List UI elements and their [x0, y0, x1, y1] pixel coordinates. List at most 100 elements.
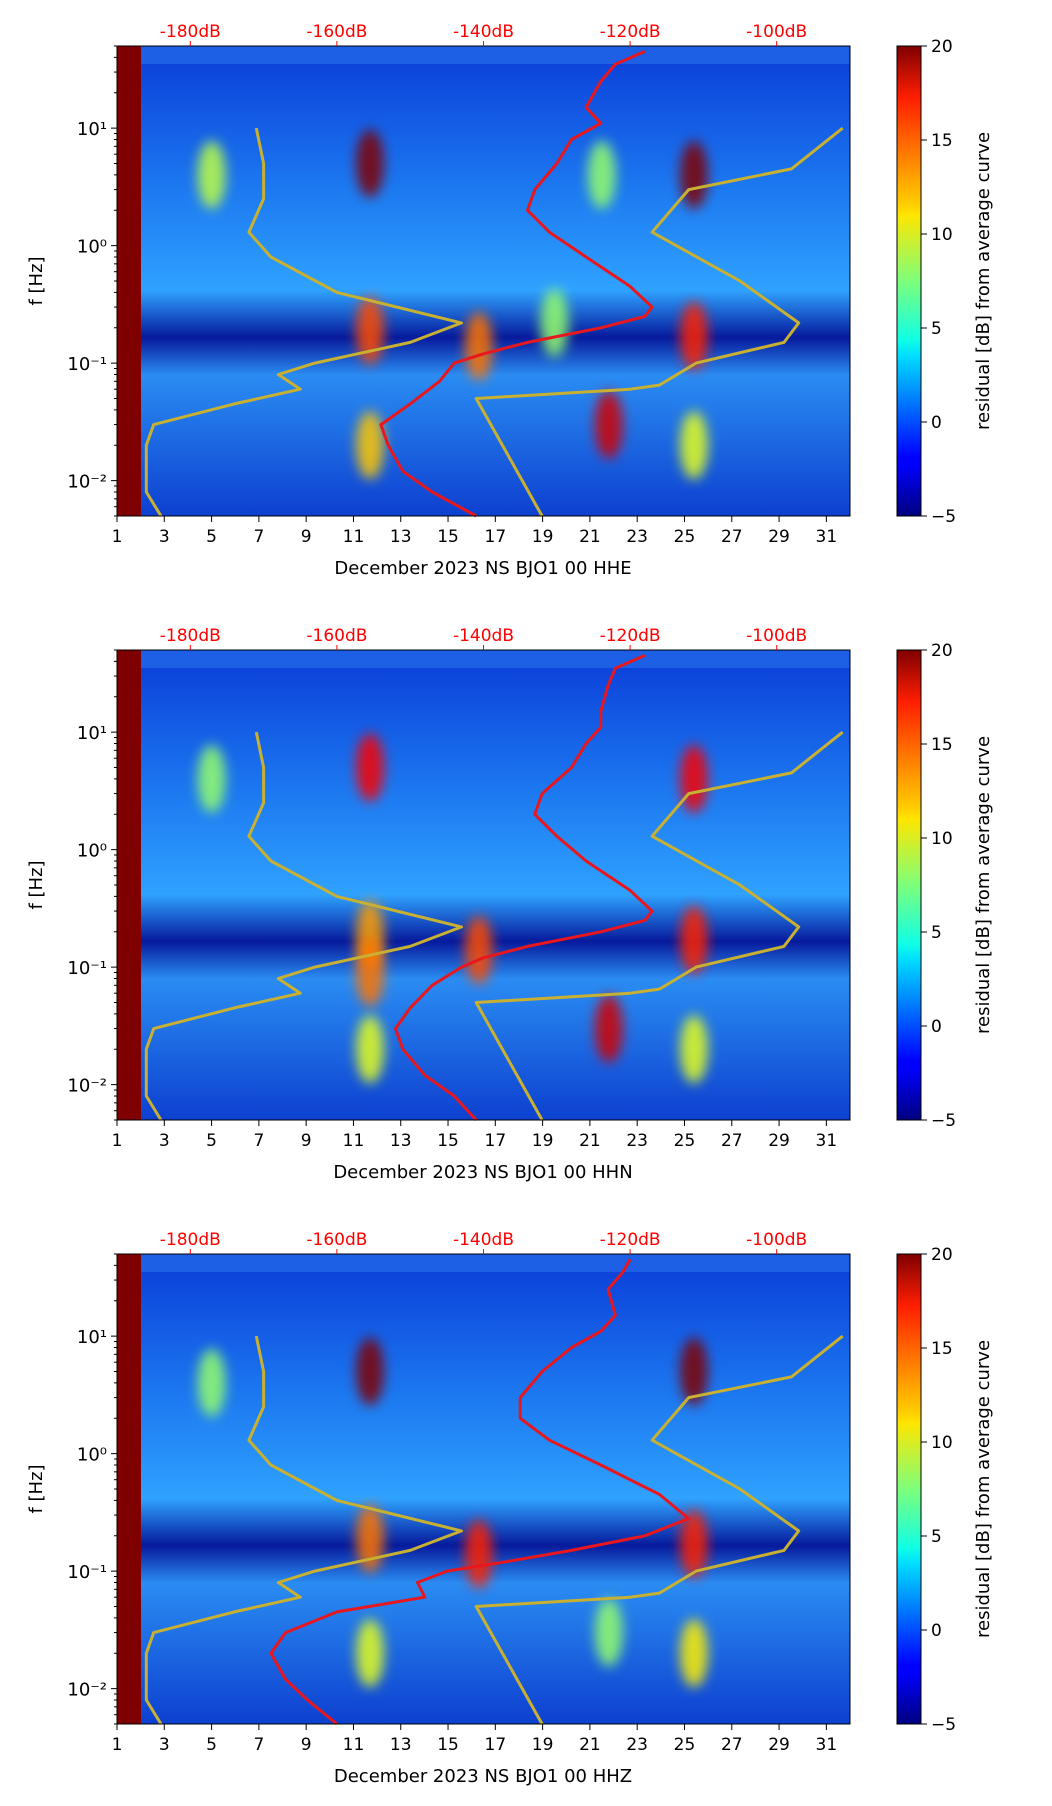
heat-blob — [679, 906, 708, 975]
colorbar-tick-label: 10 — [931, 829, 953, 849]
x-tick-label: 23 — [626, 1735, 648, 1755]
spectrogram-background — [117, 1254, 850, 1724]
x-tick-label: 27 — [721, 1131, 743, 1151]
colorbar: −5 0 5 10 15 20 residual [dB] from average cu… — [896, 37, 994, 527]
colorbar-tick-label: 20 — [931, 37, 953, 57]
spectrogram-gap — [117, 46, 141, 516]
average-spectrum-line — [379, 50, 654, 518]
heat-blob — [594, 994, 623, 1063]
heat-blob — [594, 1598, 623, 1667]
x-tick-label: 19 — [532, 527, 554, 547]
y-tick-label: 10⁰ — [77, 841, 107, 862]
heat-blob — [594, 390, 623, 459]
x-tick-label: 5 — [206, 1131, 217, 1151]
top-db-ticks: -180dB -160dB -140dB -120dB -100dB — [160, 1230, 807, 1254]
y-tick-label: 10¹ — [77, 119, 107, 140]
spectrogram-band — [117, 650, 850, 668]
panel-hhz: 1 3 5 7 9 11 13 15 17 19 21 23 25 27 29 31 10⁻²10⁻¹10⁰1… — [26, 1230, 994, 1787]
x-tick-label: 1 — [112, 527, 123, 547]
x-tick-label: 31 — [816, 1735, 838, 1755]
colorbar-tick-label: 5 — [931, 319, 942, 339]
x-axis-ticks: 1 3 5 7 9 11 13 15 17 19 21 23 25 27 29 31 — [112, 516, 838, 547]
x-tick-label: 31 — [816, 1131, 838, 1151]
y-tick-label: 10⁻¹ — [67, 1562, 107, 1583]
colorbar-ticks: −5 0 5 10 15 20 — [921, 641, 956, 1131]
x-tick-label: 27 — [721, 1735, 743, 1755]
y-axis-ticks: 10⁻² 10⁻¹ 10⁰ 10¹ — [67, 45, 117, 517]
noise-model-line — [144, 127, 463, 517]
heat-blob — [679, 744, 708, 813]
spectrum-curves — [144, 654, 844, 1122]
colorbar-label: residual [dB] from average curve — [973, 1340, 994, 1638]
colorbar-tick-label: 0 — [931, 1621, 942, 1641]
top-db-ticks: -180dB -160dB -140dB -120dB -100dB — [160, 626, 807, 650]
top-tick-label: -120dB — [600, 22, 661, 42]
x-tick-label: 15 — [437, 1131, 459, 1151]
x-tick-label: 23 — [626, 1131, 648, 1151]
colorbar-tick-label: 10 — [931, 1433, 953, 1453]
heat-blob — [356, 1015, 385, 1084]
y-tick-label: 10⁻² — [67, 1076, 107, 1097]
heat-blob — [679, 302, 708, 371]
colorbar-tick-label: −5 — [931, 1715, 956, 1735]
y-tick-label: 10¹ — [77, 723, 107, 744]
x-tick-label: 9 — [301, 1735, 312, 1755]
colorbar-tick-label: 0 — [931, 1017, 942, 1037]
top-db-ticks: -180dB -160dB -140dB -120dB -100dB — [160, 22, 807, 46]
spectrogram-gap — [117, 1254, 141, 1724]
x-tick-label: 7 — [253, 1131, 264, 1151]
y-tick-label: 10⁰ — [77, 237, 107, 258]
noise-model-line — [144, 731, 463, 1121]
top-tick-label: -100dB — [746, 1230, 807, 1250]
heat-blobs — [197, 733, 708, 1084]
heat-blob — [679, 1337, 708, 1406]
x-tick-label: 25 — [674, 527, 696, 547]
heat-blobs — [197, 1337, 708, 1688]
top-tick-label: -160dB — [306, 1230, 367, 1250]
x-tick-label: 29 — [768, 1131, 790, 1151]
y-tick-label: 10⁻¹ — [67, 958, 107, 979]
y-tick-label: 10⁻¹ — [67, 354, 107, 375]
x-tick-label: 29 — [768, 527, 790, 547]
x-tick-label: 27 — [721, 527, 743, 547]
noise-model-line — [144, 1335, 463, 1725]
spectrogram-band — [117, 1254, 850, 1272]
x-axis-label: December 2023 NS BJO1 00 HHN — [333, 1162, 632, 1183]
noise-model-line — [474, 730, 844, 1121]
colorbar-tick-label: −5 — [931, 1111, 956, 1131]
colorbar-tick-label: 15 — [931, 1339, 953, 1359]
x-tick-label: 15 — [437, 1735, 459, 1755]
x-tick-label: 5 — [206, 527, 217, 547]
colorbar-tick-label: 20 — [931, 1245, 953, 1265]
top-tick-label: -140dB — [453, 1230, 514, 1250]
colorbar-tick-label: 5 — [931, 1527, 942, 1547]
heat-blob — [679, 140, 708, 209]
x-tick-label: 17 — [485, 1131, 507, 1151]
x-tick-label: 31 — [816, 527, 838, 547]
colorbar-tick-label: 20 — [931, 641, 953, 661]
spectrogram-background — [117, 650, 850, 1120]
heat-blob — [464, 311, 493, 380]
colorbar-ticks: −5 0 5 10 15 20 — [921, 37, 956, 527]
heat-blob — [356, 938, 385, 1007]
y-axis-ticks: 10⁻² 10⁻¹ 10⁰ 10¹ — [67, 1253, 117, 1725]
heat-blob — [679, 1015, 708, 1084]
heat-blob — [356, 296, 385, 365]
top-tick-label: -100dB — [746, 626, 807, 646]
heat-blob — [356, 129, 385, 198]
noise-model-line — [474, 1334, 844, 1725]
colorbar-tick-label: 5 — [931, 923, 942, 943]
x-tick-label: 5 — [206, 1735, 217, 1755]
x-axis-label: December 2023 NS BJO1 00 HHZ — [334, 1766, 632, 1787]
x-tick-label: 13 — [390, 1735, 412, 1755]
spectrogram-area — [117, 46, 850, 516]
heat-blob — [356, 411, 385, 480]
y-tick-label: 10⁻² — [67, 1680, 107, 1701]
top-tick-label: -120dB — [600, 1230, 661, 1250]
colorbar-tick-label: 0 — [931, 413, 942, 433]
x-tick-label: 13 — [390, 527, 412, 547]
top-tick-label: -160dB — [306, 626, 367, 646]
colorbar: −5 0 5 10 15 20 residual [dB] from average cu… — [896, 1245, 994, 1735]
spectrum-curves — [144, 50, 844, 518]
x-tick-label: 17 — [485, 527, 507, 547]
